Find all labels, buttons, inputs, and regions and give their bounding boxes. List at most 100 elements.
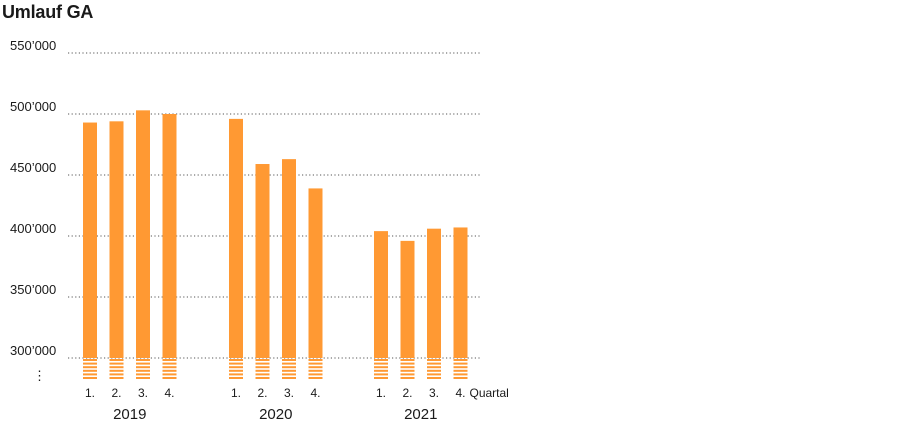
bar-break-stripe [162, 373, 177, 376]
quarter-label: 3. [284, 386, 294, 400]
bar [255, 164, 270, 358]
year-label: 2021 [404, 406, 437, 423]
y-tick-label: 350’000 [10, 282, 56, 297]
bar-break-stripe [162, 369, 177, 372]
bar-break-stripe [136, 362, 150, 365]
bar-break-stripe [427, 366, 441, 369]
bar-break-stripe [83, 369, 97, 372]
bar-break-stripe [308, 362, 323, 365]
bar-break-stripe [109, 369, 124, 372]
y-tick-label: 400’000 [10, 221, 56, 236]
quarter-label: 2. [402, 386, 412, 400]
bar-break-stripe [282, 377, 296, 379]
bar-break-stripe [427, 369, 441, 372]
bar-break-stripe [400, 359, 415, 361]
bar-break-stripe [282, 366, 296, 369]
bar-break-stripe [83, 362, 97, 365]
bar-break-stripe [453, 362, 468, 365]
bar-break-stripe [83, 373, 97, 376]
bar-break-stripe [282, 369, 296, 372]
chart-title: Umlauf GA [2, 2, 94, 22]
bar-break-stripe [400, 377, 415, 379]
y-tick-label: 500’000 [10, 99, 56, 114]
bar-break-stripe [308, 377, 323, 379]
bar-break-stripe [282, 373, 296, 376]
bar-break-stripe [255, 359, 270, 361]
bar-break-stripe [255, 369, 270, 372]
quarter-label: 1. [231, 386, 241, 400]
bar [400, 240, 415, 358]
bar-break-stripe [427, 377, 441, 379]
axis-break-icon: ⋮ [33, 368, 46, 383]
bar [308, 188, 323, 358]
bar-break-stripe [453, 369, 468, 372]
bar-break-stripe [229, 362, 243, 365]
quarter-label: 4. [455, 386, 465, 400]
bar [109, 121, 124, 358]
bar-break-stripe [453, 366, 468, 369]
bar [453, 227, 468, 358]
bar-break-stripe [109, 359, 124, 361]
quarter-label: 3. [429, 386, 439, 400]
bar-break-stripe [109, 377, 124, 379]
quarter-label: 4. [164, 386, 174, 400]
y-tick-label: 300’000 [10, 343, 56, 358]
bar-break-stripe [109, 366, 124, 369]
bar-break-stripe [453, 373, 468, 376]
bar-break-stripe [162, 359, 177, 361]
y-tick-label: 550’000 [10, 38, 56, 53]
bar-break-stripe [427, 373, 441, 376]
bar [83, 122, 97, 358]
bar-break-stripe [427, 362, 441, 365]
quarter-label: 1. [85, 386, 95, 400]
bar-break-stripe [453, 377, 468, 379]
bar-break-stripe [229, 373, 243, 376]
bar [374, 231, 388, 358]
bar-break-stripe [308, 373, 323, 376]
quarter-label: 4. [310, 386, 320, 400]
bar-break-stripe [374, 362, 388, 365]
bar-break-stripe [255, 377, 270, 379]
bar-break-stripe [136, 359, 150, 361]
bar-break-stripe [83, 366, 97, 369]
bar-break-stripe [136, 377, 150, 379]
bar-break-stripe [374, 369, 388, 372]
bar [427, 228, 441, 358]
bar-break-stripe [282, 359, 296, 361]
bar-break-stripe [229, 377, 243, 379]
bar [229, 118, 243, 358]
y-tick-label: 450’000 [10, 160, 56, 175]
bar [136, 110, 150, 358]
bar-break-stripe [400, 373, 415, 376]
bar-break-stripe [374, 377, 388, 379]
bar-break-stripe [136, 373, 150, 376]
bar-break-stripe [136, 366, 150, 369]
bar-break-stripe [162, 377, 177, 379]
bar-break-stripe [83, 359, 97, 361]
bar-break-stripe [255, 366, 270, 369]
year-label: 2019 [113, 406, 146, 423]
bar-break-stripe [255, 362, 270, 365]
bar-break-stripe [229, 359, 243, 361]
bar-break-stripe [229, 369, 243, 372]
bar-break-stripe [400, 362, 415, 365]
bar-break-stripe [308, 369, 323, 372]
bar-break-stripe [109, 362, 124, 365]
bar-break-stripe [400, 369, 415, 372]
bar-break-stripe [374, 373, 388, 376]
bar-break-stripe [400, 366, 415, 369]
bar [282, 159, 296, 358]
bar-break-stripe [374, 359, 388, 361]
bar-break-stripe [308, 366, 323, 369]
bar-break-stripe [374, 366, 388, 369]
bar-break-stripe [229, 366, 243, 369]
bar-break-stripe [83, 377, 97, 379]
bar-break-stripe [255, 373, 270, 376]
bar-break-stripe [453, 359, 468, 361]
bar-break-stripe [308, 359, 323, 361]
bar-break-stripe [136, 369, 150, 372]
bar-break-stripe [282, 362, 296, 365]
quarter-label: 1. [376, 386, 386, 400]
bar-break-stripe [427, 359, 441, 361]
